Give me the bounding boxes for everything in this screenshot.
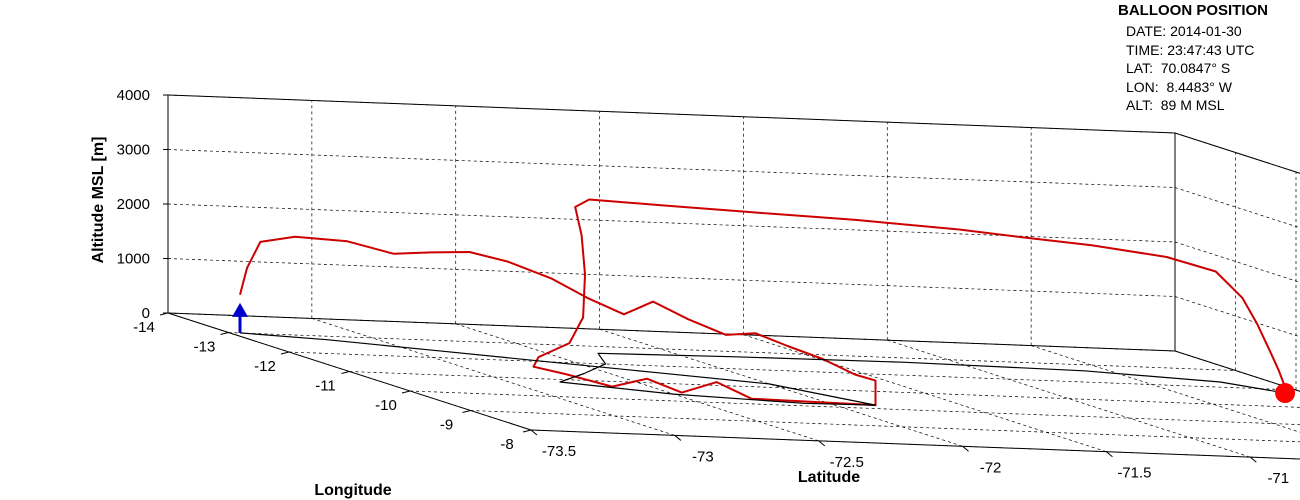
x-tick-label: -72.5 xyxy=(830,454,864,471)
x-tick-label: -73.5 xyxy=(542,443,576,460)
z-tick-label: 0 xyxy=(142,305,150,322)
info-longitude: LON: 8.4483° W xyxy=(1126,78,1232,95)
plot-box xyxy=(167,94,1300,460)
plot-grid xyxy=(167,94,1300,460)
x-tick-mark xyxy=(962,445,969,452)
x-tick-label: -71 xyxy=(1267,470,1289,487)
y-tick-mark xyxy=(462,410,471,413)
back-wall-grid-line xyxy=(167,203,1176,243)
back-wall-grid-line xyxy=(167,258,1176,297)
y-tick-label: -10 xyxy=(375,397,397,414)
floor-grid-line xyxy=(228,332,1236,371)
floor-grid-line xyxy=(409,390,1300,425)
box-edge xyxy=(1174,132,1300,174)
side-wall-grid-line xyxy=(1174,241,1300,283)
floor-grid-line xyxy=(470,410,1300,443)
x-axis-label: Latitude xyxy=(798,469,860,486)
info-latitude: LAT: 70.0847° S xyxy=(1126,60,1231,76)
floor-grid-line xyxy=(1174,350,1300,392)
side-wall-grid-line xyxy=(1174,350,1300,392)
x-tick-label: -72 xyxy=(980,459,1002,476)
y-tick-mark xyxy=(220,332,229,335)
floor-grid-line xyxy=(743,334,1107,453)
z-tick-label: 1000 xyxy=(117,251,150,268)
y-tick-label: -8 xyxy=(500,436,513,453)
floor-grid-line xyxy=(599,328,963,447)
info-time: TIME: 23:47:43 UTC xyxy=(1126,41,1255,58)
x-tick-mark xyxy=(530,429,538,436)
ground-track-line xyxy=(239,332,1286,406)
x-axis-line xyxy=(530,429,1300,460)
z-tick-label: 4000 xyxy=(117,87,150,104)
x-tick-mark xyxy=(1106,451,1113,458)
plot-data xyxy=(232,198,1296,407)
y-tick-mark xyxy=(522,429,532,433)
back-wall-grid-line xyxy=(167,149,1176,188)
y-tick-mark xyxy=(280,351,290,355)
y-tick-label: -13 xyxy=(194,339,216,356)
y-axis-label: Longitude xyxy=(314,482,391,499)
x-tick-label: -73 xyxy=(692,448,714,465)
tick-labels: 0 1000 2000 3000 4000 -14 -13 -12 -11 -10 -9 -8 -73.… xyxy=(117,87,1290,487)
launch-arrow-icon xyxy=(232,302,249,333)
floor-grid-line xyxy=(288,351,1297,391)
y-tick-label: -9 xyxy=(440,417,453,434)
box-edge xyxy=(167,94,1176,134)
side-wall-grid-line xyxy=(1174,187,1300,229)
y-tick-label: -14 xyxy=(133,319,155,336)
x-tick-mark xyxy=(674,435,682,441)
z-tick-label: 3000 xyxy=(117,142,150,159)
info-title: BALLOON POSITION xyxy=(1118,2,1268,19)
y-tick-mark xyxy=(341,371,350,374)
y-tick-mark xyxy=(159,312,169,316)
x-tick-mark xyxy=(1249,456,1257,463)
x-tick-mark xyxy=(818,440,826,447)
z-tick-label: 2000 xyxy=(117,196,150,213)
box-edge xyxy=(1174,350,1300,392)
current-position-marker xyxy=(1275,383,1296,404)
flight-track-altitude-line xyxy=(239,198,1287,407)
floor-grid-line xyxy=(1031,345,1300,433)
z-axis-label: Altitude MSL [m] xyxy=(90,137,107,264)
box-edge xyxy=(167,312,1176,352)
y-tick-label: -11 xyxy=(315,378,336,395)
info-altitude: ALT: 89 M MSL xyxy=(1126,97,1225,113)
info-date: DATE: 2014-01-30 xyxy=(1126,23,1242,39)
balloon-position-panel: BALLOON POSITION DATE: 2014-01-30 TIME: … xyxy=(1112,2,1298,115)
y-tick-label: -12 xyxy=(254,358,276,375)
y-tick-mark xyxy=(401,390,411,394)
x-tick-label: -71.5 xyxy=(1117,465,1151,482)
side-wall-grid-line xyxy=(1174,132,1300,174)
